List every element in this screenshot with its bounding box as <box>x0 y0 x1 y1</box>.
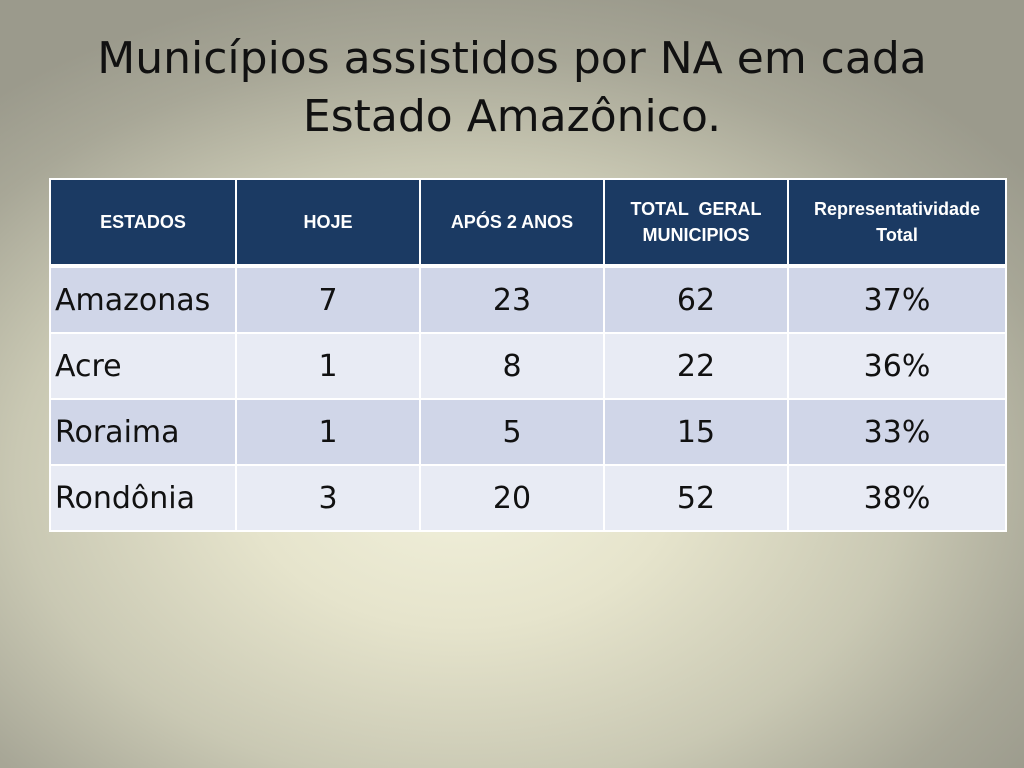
header-apos-2-anos: APÓS 2 ANOS <box>419 178 605 268</box>
cell-apos: 20 <box>419 464 605 532</box>
table-row: Roraima 1 5 15 33% <box>49 398 1007 466</box>
header-estados: ESTADOS <box>49 178 237 268</box>
header-total-line-2: MUNICIPIOS <box>642 225 750 245</box>
table-row: Acre 1 8 22 36% <box>49 332 1007 400</box>
cell-total: 62 <box>603 265 789 334</box>
title-line-2: Estado Amazônico. <box>302 91 722 142</box>
cell-repr: 33% <box>787 398 1007 466</box>
cell-estado: Amazonas <box>49 265 237 334</box>
municipios-table: ESTADOS HOJE APÓS 2 ANOS TOTAL GERAL MUN… <box>49 178 1007 532</box>
cell-total: 15 <box>603 398 789 466</box>
cell-repr: 36% <box>787 332 1007 400</box>
header-total-geral: TOTAL GERAL MUNICIPIOS <box>603 178 789 268</box>
cell-estado: Roraima <box>49 398 237 466</box>
table-row: Amazonas 7 23 62 37% <box>49 265 1007 334</box>
cell-hoje: 7 <box>235 265 421 334</box>
cell-hoje: 1 <box>235 398 421 466</box>
cell-repr: 37% <box>787 265 1007 334</box>
cell-total: 22 <box>603 332 789 400</box>
cell-hoje: 1 <box>235 332 421 400</box>
cell-repr: 38% <box>787 464 1007 532</box>
title-line-1: Municípios assistidos por NA em cada <box>97 33 927 84</box>
cell-hoje: 3 <box>235 464 421 532</box>
cell-apos: 8 <box>419 332 605 400</box>
cell-estado: Rondônia <box>49 464 237 532</box>
table-row: Rondônia 3 20 52 38% <box>49 464 1007 532</box>
cell-apos: 23 <box>419 265 605 334</box>
header-repr-line-1: Representatividade <box>813 199 981 219</box>
header-repr-line-2: Total <box>876 225 918 245</box>
cell-estado: Acre <box>49 332 237 400</box>
header-hoje: HOJE <box>235 178 421 268</box>
cell-total: 52 <box>603 464 789 532</box>
header-representatividade: Representatividade Total <box>787 178 1007 268</box>
header-total-line-1: TOTAL GERAL <box>630 199 762 219</box>
cell-apos: 5 <box>419 398 605 466</box>
slide-title: Municípios assistidos por NA em cada Est… <box>40 30 984 146</box>
table-header-row: ESTADOS HOJE APÓS 2 ANOS TOTAL GERAL MUN… <box>49 178 1007 268</box>
